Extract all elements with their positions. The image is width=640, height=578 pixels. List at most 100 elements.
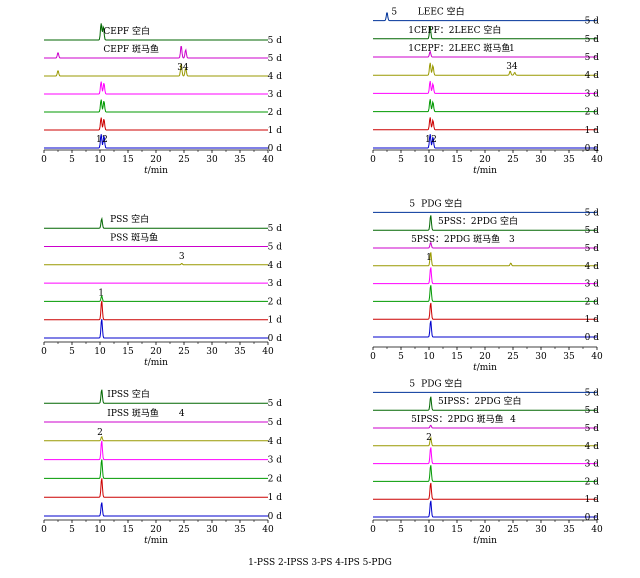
day-label: 3 d [585,89,600,99]
peak-label: 4 [183,63,189,73]
day-label: 2 d [268,108,283,118]
day-label: 0 d [585,144,600,154]
peak-label: 5 [409,199,415,209]
x-tick-label: 5 [69,155,75,165]
day-label: 4 d [585,262,600,272]
trace-4 [373,267,597,285]
trace-4 [373,80,597,94]
day-label: 5 d [585,406,600,416]
x-tick-label: 15 [451,155,463,165]
day-label: 4 d [268,72,283,82]
trace-1 [44,502,268,517]
trace-5 [44,435,268,442]
x-tick-label: 15 [122,347,134,357]
trace-4 [44,81,268,95]
trace-7 [44,23,268,41]
day-label: 0 d [585,333,600,343]
peak-label: 4 [179,409,185,419]
peak-label: 3 [506,62,512,72]
sample-label: CEPF 空白 [103,25,150,37]
x-tick-label: 35 [234,525,246,535]
x-tick-label: 0 [370,155,376,165]
day-label: 0 d [268,334,283,344]
trace-7 [44,389,268,404]
day-label: 5 d [268,36,283,46]
x-tick-label: 5 [398,525,404,535]
peak-label: 3 [509,235,515,245]
trace-2 [44,478,268,498]
day-label: 1 d [268,316,283,326]
trace-2 [373,117,597,131]
x-tick-label: 35 [234,347,246,357]
day-label: 0 d [585,513,600,523]
day-label: 3 d [268,90,283,100]
x-tick-label: 35 [563,352,575,362]
day-label: 4 d [585,442,600,452]
day-label: 5 d [268,243,283,253]
x-axis-label: t/min [473,536,497,546]
peak-label: 5 [409,379,415,389]
day-label: 1 d [585,315,600,325]
sample-label: 5IPSS：2PDG 空白 [438,395,522,407]
trace-3 [373,465,597,482]
peak-label: 4 [512,62,518,72]
sample-label: 1CEPF：2LEEC 空白 [408,24,501,36]
peak-label: 3 [177,63,183,73]
x-tick-label: 35 [563,525,575,535]
trace-5 [44,262,268,266]
sample-label: CEPF 斑马鱼 [103,43,159,55]
x-tick-label: 25 [507,352,519,362]
day-label: 4 d [268,261,283,271]
sample-label: LEEC 空白 [418,6,465,18]
trace-2 [44,117,268,131]
x-tick-label: 20 [150,155,162,165]
sample-label: 5PSS：2PDG 空白 [438,215,518,227]
trace-6 [373,50,597,58]
day-label: 5 d [585,17,600,27]
x-tick-label: 5 [69,347,75,357]
trace-6 [44,46,268,59]
day-label: 1 d [585,495,600,505]
x-tick-label: 5 [398,352,404,362]
trace-5 [44,64,268,77]
trace-8 [373,12,597,22]
x-tick-label: 30 [535,155,547,165]
trace-3 [44,99,268,113]
x-tick-label: 30 [535,525,547,535]
x-tick-label: 20 [150,525,162,535]
chromatogram-panel-3: 0 5 10 15 20 25 30 35 40 t/min 0 d 1 d 2 d 3 d 4 d 5 d 5… [41,213,282,368]
trace-7 [373,396,597,411]
x-axis-label: t/min [144,536,168,546]
compound-legend: 1-PSS 2-IPSS 3-PS 4-IPS 5-PDG [248,558,392,568]
x-tick-label: 40 [262,347,274,357]
sample-label: PSS 斑马鱼 [110,232,158,244]
x-tick-label: 30 [206,155,218,165]
peak-label: 5 [391,8,397,18]
x-tick-label: 10 [423,155,435,165]
sample-label: 5IPSS：2PDG 斑马鱼 [411,413,504,425]
trace-5 [373,436,597,447]
day-label: 4 d [268,437,283,447]
x-tick-label: 10 [94,347,106,357]
peak-label: 2 [97,428,103,438]
x-tick-label: 15 [451,525,463,535]
x-tick-label: 35 [234,155,246,165]
trace-6 [373,241,597,249]
peak-label: 1 [509,44,515,54]
x-axis-label: t/min [473,363,497,373]
day-label: 2 d [585,297,600,307]
x-tick-label: 10 [423,352,435,362]
sample-label: PSS 空白 [110,213,149,225]
day-label: 0 d [268,144,283,154]
day-label: 5 d [585,35,600,45]
x-tick-label: 30 [535,352,547,362]
chromatogram-panel-1: 0 5 10 15 20 25 30 35 40 t/min 0 d 1 d 2 d 3 d 4 d 5 d 5… [41,23,282,176]
day-label: 3 d [268,456,283,466]
day-label: 1 d [585,126,600,136]
trace-3 [373,285,597,302]
sample-label: 5PSS：2PDG 斑马鱼 [411,233,500,245]
trace-7 [373,26,597,40]
